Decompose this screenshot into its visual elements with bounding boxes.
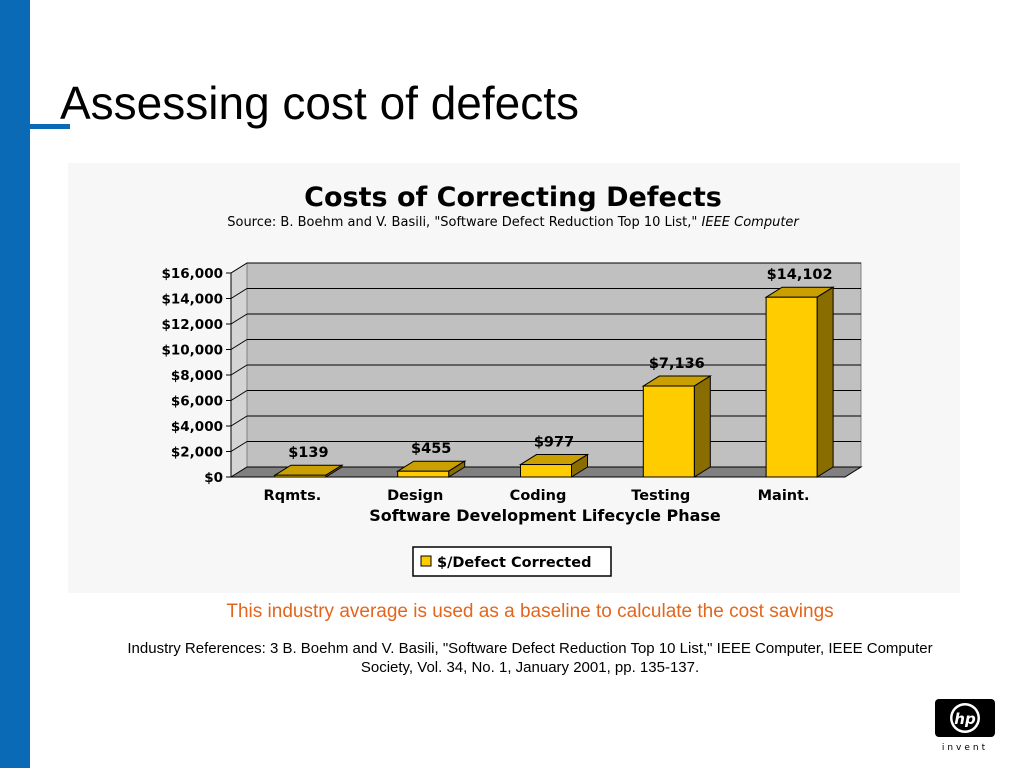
bar xyxy=(397,470,450,478)
legend-swatch xyxy=(420,555,432,567)
y-tick-label: $8,000 xyxy=(171,368,223,384)
bar-side xyxy=(693,375,711,478)
chart-source-text: Source: B. Boehm and V. Basili, "Softwar… xyxy=(227,215,701,230)
y-tick-label: $16,000 xyxy=(162,266,224,282)
bar xyxy=(274,474,327,478)
bar-data-label: $139 xyxy=(288,445,328,461)
chart-panel: Costs of Correcting Defects Source: B. B… xyxy=(68,163,960,593)
bar xyxy=(642,385,695,478)
y-tick-label: $4,000 xyxy=(171,419,223,435)
title-accent-rule xyxy=(0,124,70,129)
x-category-label: Testing xyxy=(631,488,690,504)
gridline-side xyxy=(230,415,248,427)
chart-source-italic: IEEE Computer xyxy=(702,215,801,230)
legend-box xyxy=(412,546,612,577)
gridline-side xyxy=(230,262,248,274)
chart-title: Costs of Correcting Defects xyxy=(304,182,722,213)
x-axis-label: Software Development Lifecycle Phase xyxy=(369,506,721,525)
y-tick-label: $10,000 xyxy=(162,343,224,359)
left-accent-bar xyxy=(0,0,30,768)
hp-logo-tagline: invent xyxy=(942,743,988,753)
gridline-side xyxy=(230,390,248,401)
gridline-side xyxy=(230,339,248,350)
bar-data-label: $455 xyxy=(411,441,451,457)
gridline-side xyxy=(230,288,248,299)
hp-logo: hp invent xyxy=(930,697,1000,757)
gridline-side xyxy=(230,313,248,325)
x-category-label: Design xyxy=(387,488,443,504)
gridline-side xyxy=(230,441,248,452)
x-category-label: Maint. xyxy=(758,488,810,504)
legend-label: $/Defect Corrected xyxy=(437,555,591,571)
x-category-label: Coding xyxy=(510,488,567,504)
chart-source: Source: B. Boehm and V. Basili, "Softwar… xyxy=(227,215,800,230)
chart: Costs of Correcting Defects Source: B. B… xyxy=(162,182,863,577)
plot-area: $0 $2,000 $4,000 $6,000 $8,000 $10,000 $12,000… xyxy=(162,262,863,504)
gridline-side xyxy=(230,364,248,376)
y-tick-label: $0 xyxy=(204,470,223,486)
slide-title: Assessing cost of defects xyxy=(60,77,580,129)
legend: $/Defect Corrected xyxy=(412,546,612,577)
bar-data-label: $977 xyxy=(534,435,574,451)
hp-logo-mark: hp xyxy=(954,710,976,728)
bar xyxy=(765,296,818,478)
y-tick-label: $12,000 xyxy=(162,317,224,333)
y-tick-label: $2,000 xyxy=(171,445,223,461)
y-tick-label: $6,000 xyxy=(171,394,223,410)
industry-reference: Industry References: 3 B. Boehm and V. B… xyxy=(127,640,933,676)
bar-data-label: $14,102 xyxy=(767,267,833,283)
y-tick-label: $14,000 xyxy=(162,292,224,308)
bar-data-label: $7,136 xyxy=(649,356,705,372)
baseline-caption: This industry average is used as a basel… xyxy=(226,601,834,622)
bar-side xyxy=(816,286,834,478)
bar xyxy=(520,464,572,478)
x-category-label: Rqmts. xyxy=(264,488,322,504)
